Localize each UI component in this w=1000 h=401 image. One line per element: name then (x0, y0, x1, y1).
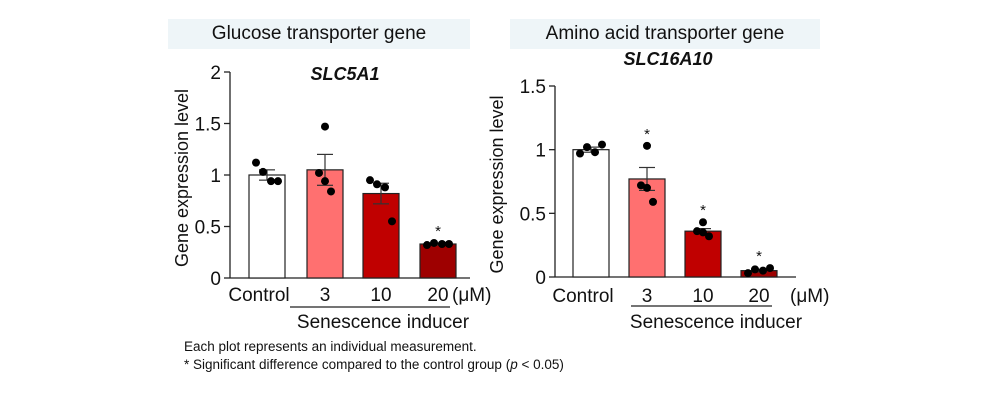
slc5a1-x-tick-label: 20 (427, 285, 448, 306)
slc16a10-data-point (759, 266, 767, 275)
slc5a1-data-point (423, 241, 431, 250)
slc5a1-data-point (274, 177, 282, 186)
slc16a10-significance-marker: * (644, 126, 650, 143)
footnote-measurement: Each plot represents an individual measu… (184, 339, 477, 354)
slc5a1-x-tick-label: 3 (320, 285, 331, 306)
slc5a1-y-tick-label: 1.5 (195, 115, 221, 136)
footnote-significance-prefix: * Significant difference compared to the… (184, 357, 511, 372)
slc16a10-data-point (705, 232, 713, 241)
slc5a1-y-axis-label: Gene expression level (172, 89, 192, 267)
slc5a1-y-tick-label: 0 (210, 269, 221, 290)
slc5a1-x-axis-label: Senescence inducer (297, 312, 470, 333)
slc5a1-data-point (315, 168, 323, 177)
slc5a1-y-tick-label: 2 (210, 63, 221, 84)
slc5a1-data-point (321, 122, 329, 131)
slc5a1-data-point (267, 177, 275, 186)
slc5a1-y-tick-label: 0.5 (195, 218, 221, 239)
slc5a1-data-point (430, 238, 438, 247)
slc16a10-significance-marker: * (700, 202, 706, 219)
slc5a1-data-point (252, 158, 260, 167)
slc5a1-bar-20 (419, 243, 457, 279)
slc5a1-data-point (321, 177, 329, 186)
footnote-significance-suffix: < 0.05) (517, 357, 564, 372)
slc16a10-x-axis-label: Senescence inducer (630, 312, 803, 333)
slc5a1-data-point (366, 176, 374, 185)
slc16a10-y-tick-label: 1.5 (520, 77, 546, 98)
slc5a1-bar-10 (362, 192, 400, 279)
slc16a10-bar-control (572, 149, 610, 278)
slc16a10-x-tick-label: Control (552, 286, 613, 307)
slc5a1-data-point (445, 240, 453, 249)
slc5a1-significance-marker: * (435, 223, 441, 240)
slc5a1-unit-label: (μM) (452, 285, 491, 306)
slc16a10-data-point (637, 181, 645, 190)
slc5a1-bar-3 (306, 169, 344, 279)
slc16a10-x-tick-label: 3 (642, 286, 653, 307)
slc5a1-data-point (259, 167, 267, 176)
slc16a10-data-point (751, 265, 759, 274)
slc16a10-data-point (649, 197, 657, 206)
slc5a1-gene-title: SLC5A1 (310, 64, 379, 84)
slc5a1-x-tick-label: Control (228, 285, 289, 306)
slc16a10-y-axis-label: Gene expression level (487, 95, 507, 273)
slc16a10-bar-3 (628, 178, 666, 278)
slc5a1-data-point (373, 180, 381, 189)
footnote-p-symbol: p (510, 357, 518, 372)
slc16a10-x-tick-label: 20 (748, 286, 769, 307)
slc16a10-unit-label: (μM) (790, 286, 829, 307)
slc16a10-gene-title: SLC16A10 (623, 49, 712, 69)
slc16a10-data-point (643, 183, 651, 192)
slc5a1-data-point (438, 240, 446, 249)
slc5a1-bar-control (248, 174, 286, 279)
slc16a10-data-point (699, 218, 707, 227)
slc16a10-x-tick-label: 10 (692, 286, 713, 307)
slc16a10-data-point (766, 264, 774, 273)
slc16a10-y-tick-label: 0 (535, 268, 546, 289)
slc5a1-y-tick-label: 1 (210, 166, 221, 187)
slc16a10-data-point (693, 227, 701, 236)
slc16a10-data-point (744, 269, 752, 278)
slc16a10-y-tick-label: 0.5 (520, 204, 546, 225)
slc16a10-data-point (583, 143, 591, 152)
slc16a10-bar-10 (684, 230, 722, 278)
slc16a10-data-point (576, 149, 584, 158)
slc16a10-y-tick-label: 1 (535, 141, 546, 162)
slc16a10-significance-marker: * (756, 248, 762, 265)
panel-title-amino-acid: Amino acid transporter gene (510, 19, 820, 49)
slc5a1-data-point (381, 183, 389, 192)
slc5a1-x-tick-label: 10 (370, 285, 391, 306)
slc5a1-data-point (327, 187, 335, 196)
footnote-significance: * Significant difference compared to the… (184, 357, 564, 372)
panel-title-glucose: Glucose transporter gene (168, 19, 470, 49)
slc16a10-data-point (643, 141, 651, 150)
slc16a10-data-point (591, 148, 599, 157)
slc16a10-data-point (699, 228, 707, 237)
slc16a10-data-point (598, 140, 606, 149)
slc5a1-data-point (388, 217, 396, 226)
